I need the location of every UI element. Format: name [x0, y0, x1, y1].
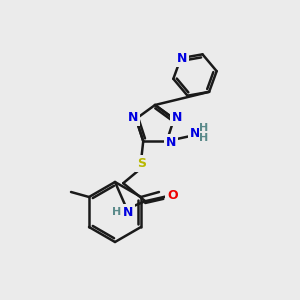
Text: N: N	[128, 111, 138, 124]
Text: H: H	[199, 123, 208, 133]
Text: N: N	[177, 52, 187, 64]
Text: N: N	[166, 136, 176, 149]
Text: N: N	[123, 206, 134, 219]
Text: N: N	[190, 127, 200, 140]
Text: H: H	[199, 133, 208, 143]
Text: O: O	[167, 189, 178, 202]
Text: S: S	[137, 157, 146, 170]
Text: H: H	[112, 207, 121, 217]
Text: N: N	[172, 111, 182, 124]
